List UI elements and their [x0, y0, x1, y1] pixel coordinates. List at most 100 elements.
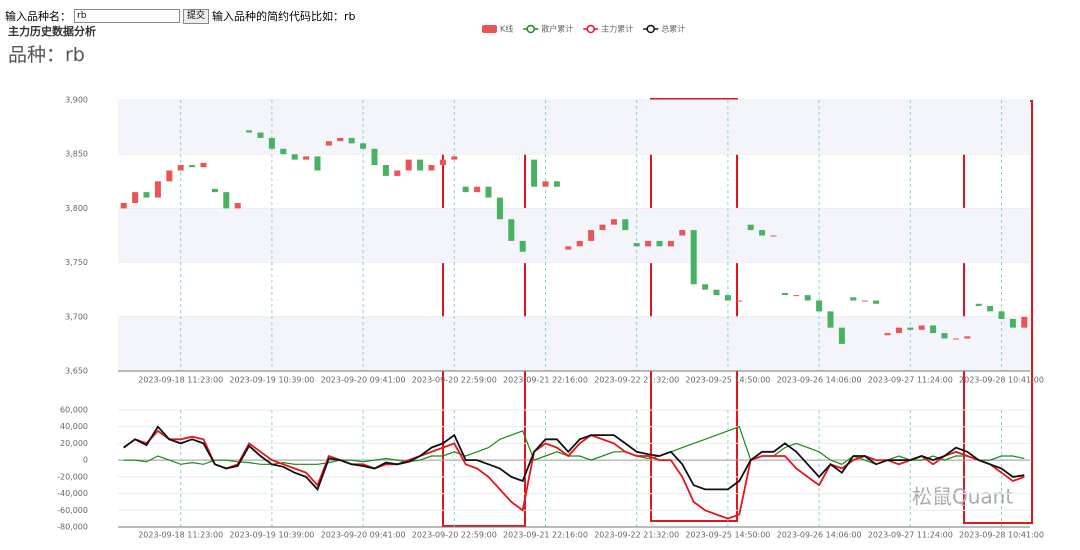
candle: [975, 303, 982, 306]
y-tick-label: -80,000: [57, 523, 88, 532]
candle: [132, 192, 139, 203]
candle: [610, 219, 617, 225]
y-tick-label: 60,000: [60, 406, 88, 415]
candle: [542, 181, 549, 187]
candle: [987, 305, 994, 312]
candle: [702, 284, 709, 290]
candle: [918, 325, 925, 330]
x-tick-label: 2023-09-19 10:39:00: [229, 376, 314, 385]
candle: [519, 240, 526, 252]
candle: [759, 230, 766, 236]
candle: [417, 159, 424, 171]
candle: [565, 246, 572, 250]
candle: [474, 186, 481, 193]
candle: [257, 132, 264, 138]
x-tick-label: 2023-09-20 22:59:00: [412, 531, 497, 540]
series-line: [123, 429, 1025, 520]
candle: [177, 165, 184, 171]
y-tick-label: 3,700: [65, 312, 88, 321]
candle: [531, 159, 538, 187]
page-title: 主力历史数据分析: [8, 25, 96, 38]
candle: [337, 137, 344, 142]
candle: [371, 148, 378, 166]
candle: [884, 333, 891, 336]
candle: [793, 295, 800, 297]
candle: [291, 154, 298, 160]
candle: [724, 295, 731, 301]
candle: [200, 162, 207, 168]
candle: [211, 188, 218, 193]
x-tick-label: 2023-09-18 11:23:00: [138, 376, 223, 385]
candle: [246, 130, 253, 133]
candle: [827, 311, 834, 328]
y-tick-label: 3,750: [65, 258, 88, 267]
candle: [622, 219, 629, 231]
x-tick-label: 2023-09-27 11:24:00: [868, 531, 953, 540]
candle: [439, 159, 446, 166]
candle: [485, 186, 492, 198]
candle: [303, 156, 310, 160]
candle: [930, 325, 937, 334]
candle: [394, 170, 401, 176]
y-tick-label: 20,000: [60, 439, 88, 448]
candle: [645, 240, 652, 247]
y-tick-label: 40,000: [60, 422, 88, 431]
x-tick-label: 2023-09-19 10:39:00: [229, 531, 314, 540]
y-tick-label: -60,000: [57, 506, 88, 515]
candle: [268, 137, 275, 149]
candle: [713, 289, 720, 296]
submit-button[interactable]: 提交: [183, 8, 210, 24]
x-tick-label: 2023-09-22 21:32:00: [594, 376, 679, 385]
candle: [576, 240, 583, 247]
x-tick-label: 2023-09-28 10:41:00: [959, 531, 1044, 540]
highlight-box: [650, 98, 738, 522]
legend-swatch: [586, 24, 595, 34]
hint: 输入品种的简约代码比如：rb: [212, 10, 356, 23]
candle: [804, 295, 811, 301]
candle: [143, 192, 150, 198]
candle: [850, 297, 857, 301]
x-tick-label: 2023-09-26 14:06:00: [777, 376, 862, 385]
symbol-input[interactable]: rb: [74, 9, 180, 23]
y-tick-label: 3,800: [65, 204, 88, 213]
x-tick-label: 2023-09-20 09:41:00: [321, 531, 406, 540]
candle: [223, 192, 230, 209]
candle: [952, 338, 959, 340]
candle: [189, 165, 196, 168]
y-tick-label: 3,900: [65, 96, 88, 105]
form: 输入品种名： rb 提交 输入品种的简约代码比如：rb: [5, 8, 356, 24]
candle: [405, 159, 412, 171]
legend-label: 总累计: [661, 24, 685, 34]
legend-swatch: [646, 24, 655, 34]
candle: [234, 202, 241, 209]
candle: [325, 141, 332, 146]
candle: [781, 292, 788, 296]
candle: [679, 230, 686, 236]
candle: [496, 197, 503, 220]
series-line: [123, 425, 1025, 492]
candle: [599, 224, 606, 231]
y-tick-label: -40,000: [57, 489, 88, 498]
legend-label: K线: [500, 24, 513, 34]
y-tick-label: -20,000: [57, 472, 88, 481]
candle: [816, 300, 823, 312]
candle: [838, 327, 845, 344]
x-tick-label: 2023-09-20 09:41:00: [321, 376, 406, 385]
plot-area: [118, 99, 1030, 372]
y-tick-label: 3,650: [65, 367, 88, 376]
candle: [360, 143, 367, 149]
plot-area: [118, 409, 1030, 528]
candle: [588, 230, 595, 241]
candle: [166, 170, 173, 182]
x-tick-label: 2023-09-27 11:24:00: [868, 376, 953, 385]
x-tick-label: 2023-09-21 22:16:00: [503, 531, 588, 540]
candle: [553, 181, 560, 187]
candle: [873, 300, 880, 304]
legend-swatch: [526, 24, 535, 34]
legend-swatch: [482, 25, 497, 33]
candle: [633, 243, 640, 247]
candle: [736, 300, 743, 302]
y-tick-label: 3,850: [65, 150, 88, 159]
